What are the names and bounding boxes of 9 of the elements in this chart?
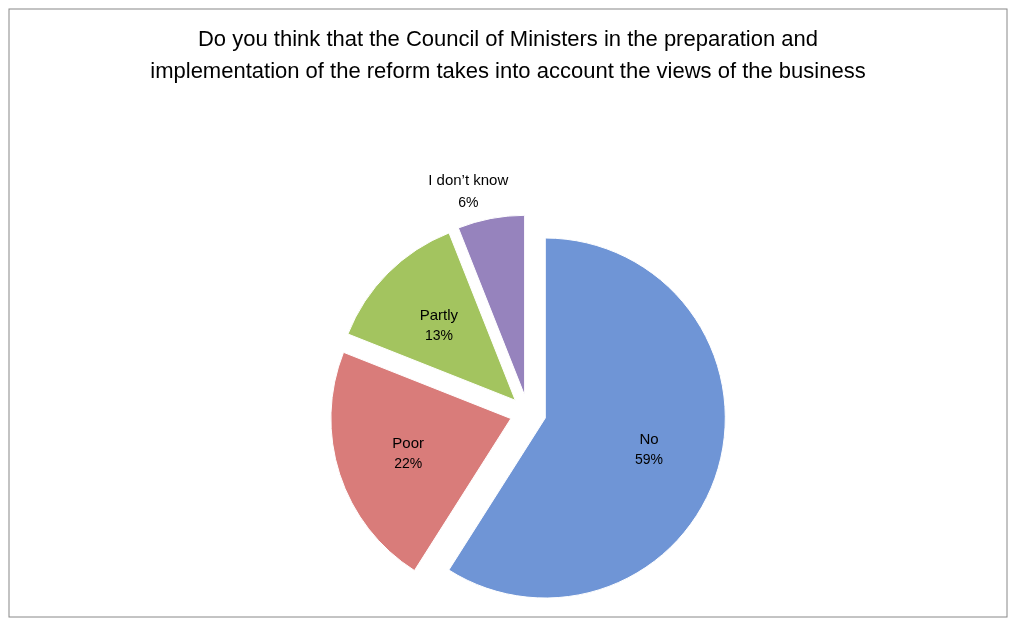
data-label: 6%	[458, 193, 479, 210]
data-label: 22%	[394, 454, 423, 471]
slice-label: Poor	[392, 433, 425, 451]
chart-title: Do you think that the Council of Ministers in the preparation and implementation of the reform takes into account the views of the business	[150, 26, 866, 83]
slice-label: I don’t know	[428, 170, 509, 188]
data-label: 13%	[424, 326, 453, 343]
slice-label: Partly	[419, 305, 459, 323]
data-label: 59%	[634, 451, 664, 468]
slice-label: No	[639, 430, 659, 448]
